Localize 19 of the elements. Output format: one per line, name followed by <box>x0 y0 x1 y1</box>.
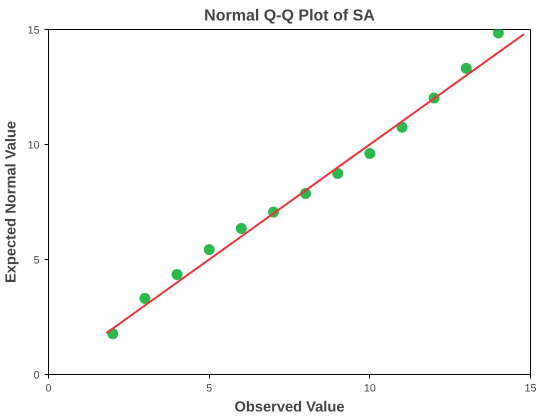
y-axis-title: Expected Normal Value <box>4 120 20 284</box>
y-tick-label: 15 <box>28 24 40 36</box>
point <box>172 268 183 280</box>
x-tick-label: 15 <box>524 382 536 394</box>
point <box>332 168 344 179</box>
x-tick-label: 5 <box>206 382 212 394</box>
x-axis-title: Observed Value <box>234 400 344 416</box>
y-tick-label: 0 <box>34 370 40 382</box>
point <box>460 62 472 74</box>
point <box>364 148 376 159</box>
x-tick-label: 10 <box>364 382 376 394</box>
point <box>236 222 247 234</box>
chart-title: Normal Q-Q Plot of SA <box>204 8 376 24</box>
point <box>492 30 504 38</box>
point <box>204 244 215 256</box>
x-tick-label: 0 <box>46 382 52 394</box>
y-tick-label: 5 <box>34 254 40 266</box>
point <box>139 292 150 304</box>
y-tick-label: 10 <box>28 140 40 152</box>
